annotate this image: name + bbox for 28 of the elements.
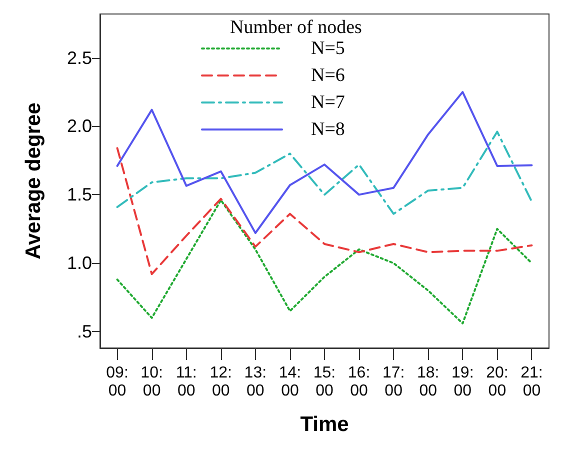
x-tick-label: 14:00 bbox=[278, 364, 302, 400]
x-tick-label: 11:00 bbox=[176, 364, 197, 400]
legend-title: Number of nodes bbox=[230, 17, 362, 38]
x-tick-label: 16:00 bbox=[348, 364, 370, 400]
x-axis-title: Time bbox=[300, 413, 349, 436]
x-tick-label: 13:00 bbox=[244, 364, 267, 400]
line-series bbox=[116, 91, 533, 234]
x-tick-label: 19:00 bbox=[452, 364, 474, 400]
y-tick-label: 2.5 bbox=[66, 48, 92, 68]
y-tick-label: .5 bbox=[76, 322, 92, 342]
x-tick-label: 18:00 bbox=[416, 364, 440, 400]
x-tick-label: 17:00 bbox=[382, 364, 405, 400]
legend-label: N=5 bbox=[311, 38, 345, 59]
x-tick-label: 20:00 bbox=[486, 364, 508, 400]
legend-label: N=6 bbox=[311, 65, 345, 86]
y-tick-label: 2.0 bbox=[66, 116, 92, 136]
y-tick-label: 1.5 bbox=[66, 184, 92, 205]
line-series bbox=[116, 147, 533, 276]
line-series bbox=[116, 199, 533, 324]
legend-label: N=7 bbox=[311, 92, 345, 113]
x-tick-label: 21:00 bbox=[520, 364, 543, 400]
y-tick-label: 1.0 bbox=[66, 253, 92, 274]
y-axis-title: Average degree bbox=[22, 102, 45, 260]
x-tick-label: 12:00 bbox=[210, 364, 232, 400]
x-tick-label: 09:00 bbox=[106, 364, 128, 400]
x-tick-label: 15:00 bbox=[313, 364, 336, 400]
legend-label: N=8 bbox=[311, 119, 345, 140]
x-tick-label: 10:00 bbox=[140, 364, 163, 400]
